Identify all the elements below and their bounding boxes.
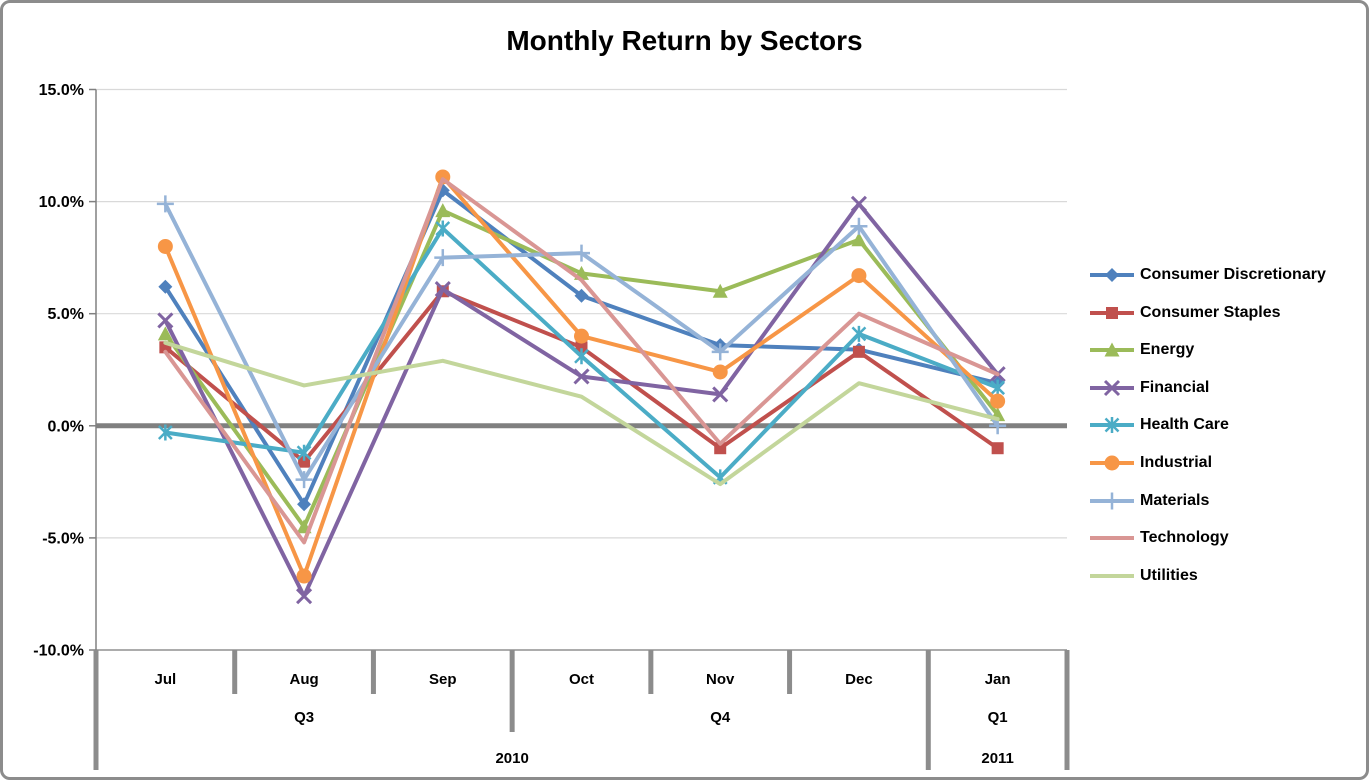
y-tick-label: 10.0% (39, 194, 84, 211)
month-label: Dec (845, 671, 873, 688)
chart-title: Monthly Return by Sectors (506, 25, 863, 56)
y-tick-label: -5.0% (42, 530, 84, 547)
month-label: Jul (155, 671, 177, 688)
month-label: Nov (706, 671, 735, 688)
series-markers-financial (157, 195, 1006, 605)
month-label: Oct (569, 671, 594, 688)
quarter-label: Q1 (988, 709, 1008, 726)
y-tick-label: 15.0% (39, 82, 84, 99)
year-label: 2010 (495, 750, 528, 767)
series-line-technology (163, 177, 1000, 545)
y-tick-label: 5.0% (48, 306, 84, 323)
plot-area: 15.0% 10.0% 5.0% 0.0% -5.0% -10.0% Jul Aug Sep Oc… (33, 82, 1070, 770)
series-line-utilities (163, 340, 1000, 487)
quarter-label: Q4 (710, 709, 731, 726)
y-tick-label: 0.0% (48, 418, 84, 435)
quarter-label: Q3 (294, 709, 314, 726)
month-label: Jan (985, 671, 1011, 688)
year-label: 2011 (981, 750, 1014, 767)
month-label: Aug (289, 671, 318, 688)
y-tick-label: -10.0% (33, 643, 84, 660)
month-label: Sep (429, 671, 457, 688)
